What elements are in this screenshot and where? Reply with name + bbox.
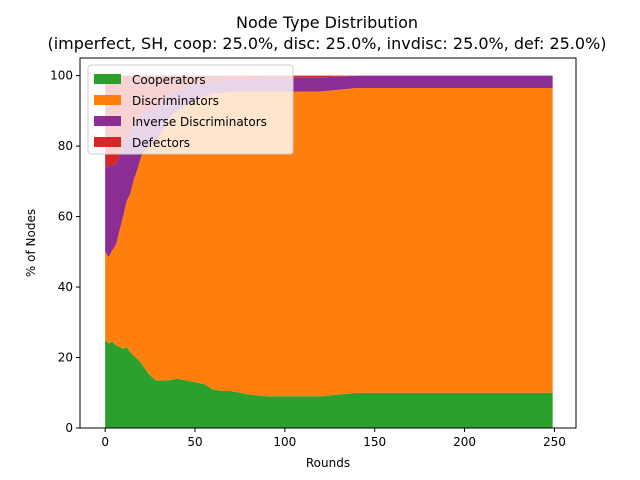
legend-frame [87, 64, 294, 155]
x-tick-label: 100 [273, 435, 296, 449]
legend-swatch [94, 95, 121, 105]
legend-label: Defectors [132, 136, 190, 150]
area-discriminators [105, 87, 553, 397]
legend: Cooperators Discriminators Inverse Discrim… [87, 64, 294, 155]
x-tick-label: 50 [187, 435, 202, 449]
y-tick-label: 40 [58, 280, 73, 294]
y-tick-label: 20 [58, 351, 73, 365]
x-tick-label: 0 [101, 435, 109, 449]
x-axis-ticks: 0 50 100 150 200 250 [101, 428, 566, 449]
chart-subtitle: (imperfect, SH, coop: 25.0%, disc: 25.0%… [47, 34, 606, 53]
y-axis-label: % of Nodes [24, 209, 38, 277]
legend-label: Cooperators [132, 73, 206, 87]
y-tick-label: 60 [58, 210, 73, 224]
legend-swatch [94, 116, 121, 126]
y-tick-label: 100 [50, 69, 73, 83]
legend-label: Inverse Discriminators [132, 115, 267, 129]
x-tick-label: 250 [543, 435, 566, 449]
y-tick-label: 80 [58, 139, 73, 153]
legend-swatch [94, 74, 121, 84]
chart-title: Node Type Distribution [236, 13, 418, 32]
plot-frame [79, 57, 577, 429]
area-cooperators [105, 339, 553, 428]
x-axis-label: Rounds [306, 456, 350, 470]
y-tick-label: 0 [65, 421, 73, 435]
legend-label: Discriminators [132, 94, 219, 108]
legend-swatch [94, 137, 121, 147]
x-tick-label: 200 [453, 435, 476, 449]
y-axis-ticks: 0 20 40 60 80 100 [50, 69, 80, 435]
x-tick-label: 150 [363, 435, 386, 449]
